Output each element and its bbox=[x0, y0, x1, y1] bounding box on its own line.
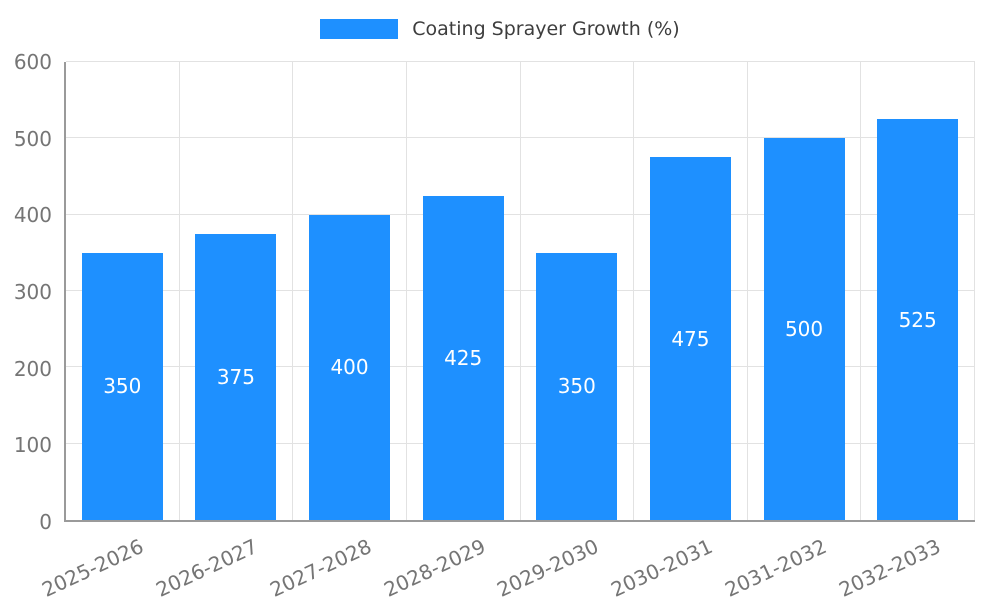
h-gridline bbox=[66, 213, 975, 215]
y-tick-label: 300 bbox=[13, 280, 52, 304]
bar-band: 500 bbox=[748, 62, 862, 520]
bar-2032-2033[interactable]: 525 bbox=[877, 119, 959, 520]
chart-legend[interactable]: Coating Sprayer Growth (%) bbox=[0, 16, 1000, 42]
bar-value-label: 475 bbox=[671, 326, 710, 351]
bar-2026-2027[interactable]: 375 bbox=[195, 233, 277, 520]
bar-value-label: 350 bbox=[103, 374, 142, 399]
y-tick-label: 600 bbox=[13, 50, 52, 74]
bar-value-label: 375 bbox=[216, 364, 256, 389]
h-gridline bbox=[66, 290, 975, 291]
y-tick-label: 100 bbox=[13, 433, 52, 458]
bar-2025-2026[interactable]: 350 bbox=[81, 252, 163, 520]
bar-value-label: 400 bbox=[330, 355, 369, 380]
bar-band: 375 bbox=[180, 62, 294, 520]
bar-2029-2030[interactable]: 350 bbox=[536, 252, 618, 520]
plot-area: 350 375 400 425 350 475 500 525 bbox=[64, 61, 975, 522]
bar-value-label: 525 bbox=[898, 307, 937, 332]
bars: 350 375 400 425 350 475 500 525 bbox=[66, 62, 975, 520]
bar-band: 475 bbox=[634, 62, 748, 520]
bar-2027-2028[interactable]: 400 bbox=[309, 214, 391, 520]
bar-2030-2031[interactable]: 475 bbox=[649, 157, 731, 520]
bar-value-label: 350 bbox=[557, 374, 596, 399]
bar-band: 525 bbox=[861, 62, 975, 520]
bar-band: 425 bbox=[407, 62, 521, 520]
gridlines bbox=[66, 61, 975, 520]
y-tick-label: 200 bbox=[13, 356, 52, 381]
x-tick-label: 2025-2026 bbox=[38, 534, 148, 600]
bar-value-label: 500 bbox=[784, 317, 824, 342]
legend-label: Coating Sprayer Growth (%) bbox=[412, 18, 680, 40]
h-gridline bbox=[66, 366, 975, 368]
bar-2028-2029[interactable]: 425 bbox=[422, 195, 504, 520]
y-axis: 0 100 200 300 400 500 600 bbox=[0, 50, 52, 534]
legend-swatch bbox=[320, 19, 399, 39]
bar-band: 350 bbox=[66, 62, 180, 520]
bar-band: 350 bbox=[521, 62, 635, 520]
h-gridline bbox=[66, 137, 975, 139]
y-tick-label: 0 bbox=[39, 510, 52, 534]
h-gridline bbox=[66, 442, 975, 444]
y-tick-label: 500 bbox=[13, 126, 52, 151]
bar-band: 400 bbox=[293, 62, 407, 520]
bar-value-label: 425 bbox=[444, 345, 483, 370]
x-tick-cell: 2032-2033 bbox=[835, 524, 975, 600]
y-tick-label: 400 bbox=[13, 203, 52, 228]
h-gridline bbox=[66, 61, 975, 62]
bar-2031-2032[interactable]: 500 bbox=[763, 138, 845, 520]
x-axis: 2025-2026 2026-2027 2027-2028 2028-2029 2029… bbox=[38, 524, 975, 600]
